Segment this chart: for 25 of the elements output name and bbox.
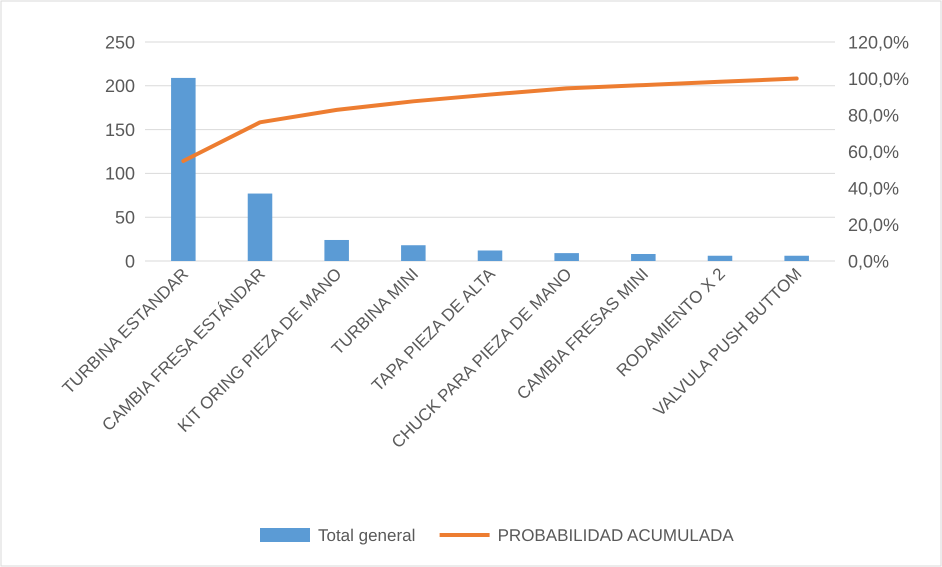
- bar: [401, 245, 426, 261]
- y2-tick-label: 80,0%: [848, 105, 900, 126]
- bar: [248, 194, 272, 261]
- bar: [708, 256, 732, 261]
- bar: [784, 256, 809, 261]
- bar: [554, 253, 579, 261]
- legend-label: PROBABILIDAD ACUMULADA: [498, 526, 734, 545]
- y2-tick-label: 120,0%: [848, 32, 910, 52]
- y-tick-label: 150: [104, 120, 135, 140]
- y-tick-label: 250: [104, 32, 135, 52]
- bar: [324, 240, 349, 261]
- y-tick-label: 0: [124, 251, 135, 272]
- y2-tick-label: 40,0%: [848, 178, 900, 198]
- legend-label: Total general: [318, 526, 416, 545]
- y-tick-label: 50: [114, 208, 135, 228]
- y-tick-label: 100: [104, 164, 135, 184]
- y2-tick-label: 0,0%: [848, 251, 890, 272]
- y2-tick-label: 60,0%: [848, 142, 900, 162]
- bar: [171, 78, 196, 261]
- line-series: [181, 76, 799, 163]
- y2-tick-label: 20,0%: [848, 214, 900, 235]
- bar: [478, 250, 502, 261]
- y2-tick-label: 100,0%: [848, 68, 910, 89]
- y-tick-label: 200: [104, 76, 135, 96]
- bar: [631, 254, 656, 261]
